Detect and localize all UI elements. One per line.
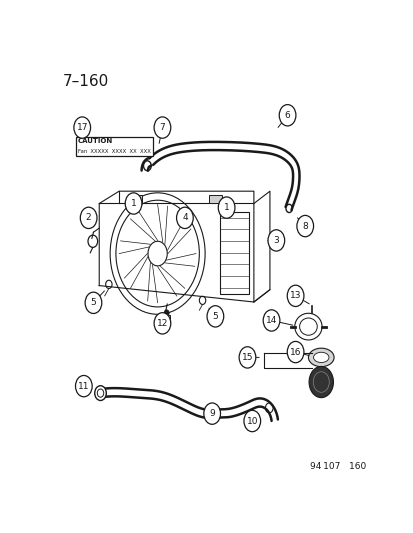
Ellipse shape [294, 313, 321, 340]
Circle shape [75, 375, 92, 397]
Bar [220, 212, 249, 294]
Text: 13: 13 [289, 292, 301, 300]
Circle shape [218, 197, 235, 219]
Bar [209, 195, 221, 204]
Circle shape [239, 347, 255, 368]
Circle shape [203, 403, 220, 424]
Bar [162, 315, 170, 322]
Circle shape [95, 386, 106, 400]
Text: 1: 1 [131, 199, 136, 208]
Text: 94 107   160: 94 107 160 [309, 462, 365, 471]
Circle shape [154, 313, 171, 334]
Text: 5: 5 [90, 298, 96, 308]
Circle shape [74, 117, 90, 138]
Text: 17: 17 [76, 123, 88, 132]
Circle shape [309, 366, 332, 398]
Text: Fan  XXXXX  XXXX  XX  XXX: Fan XXXXX XXXX XX XXX [78, 149, 150, 154]
Bar [76, 136, 152, 156]
Text: 7: 7 [159, 123, 165, 132]
Text: 3: 3 [273, 236, 278, 245]
Circle shape [296, 215, 313, 237]
Text: 11: 11 [78, 382, 89, 391]
Text: 1: 1 [223, 203, 229, 212]
Ellipse shape [313, 352, 328, 362]
Text: 7–160: 7–160 [63, 74, 109, 89]
Text: 5: 5 [212, 312, 218, 321]
Text: 8: 8 [301, 222, 307, 231]
Text: CAUTION: CAUTION [78, 138, 113, 144]
Circle shape [85, 292, 102, 313]
Circle shape [176, 207, 193, 229]
Text: 10: 10 [246, 416, 257, 425]
Circle shape [267, 230, 284, 251]
Circle shape [164, 310, 169, 317]
Text: 4: 4 [182, 213, 187, 222]
Circle shape [148, 241, 167, 266]
Circle shape [125, 193, 142, 214]
Circle shape [243, 410, 260, 432]
Circle shape [80, 207, 97, 229]
Text: 2: 2 [85, 213, 91, 222]
Circle shape [263, 310, 279, 331]
Text: 15: 15 [241, 353, 253, 362]
Circle shape [308, 314, 314, 322]
Circle shape [278, 104, 295, 126]
Text: 9: 9 [209, 409, 214, 418]
Circle shape [206, 306, 223, 327]
Circle shape [287, 285, 303, 306]
Text: 16: 16 [289, 348, 301, 357]
Text: 6: 6 [284, 111, 290, 120]
Circle shape [154, 117, 171, 138]
Text: 14: 14 [265, 316, 277, 325]
Ellipse shape [308, 348, 333, 367]
Bar [128, 195, 141, 204]
Circle shape [287, 342, 303, 363]
Text: 12: 12 [157, 319, 168, 328]
